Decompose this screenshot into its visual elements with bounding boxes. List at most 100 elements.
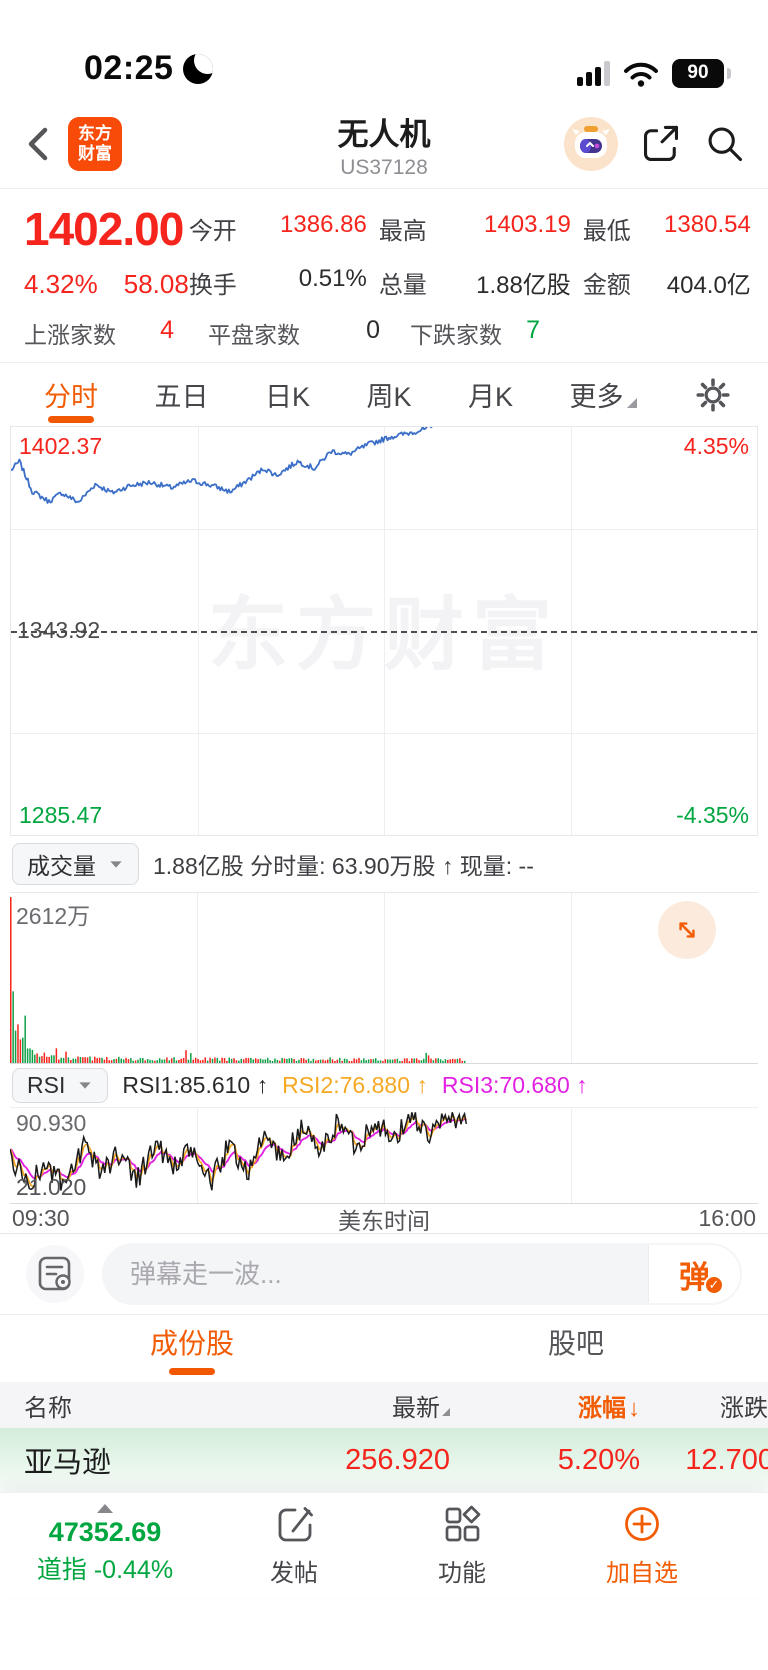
features-grid-icon: [445, 1505, 481, 1542]
axis-timezone: 美东时间: [338, 1207, 430, 1234]
field-label: 最低: [582, 218, 631, 245]
column-change-percent[interactable]: 涨幅 ↓: [578, 1394, 640, 1422]
change-percent: 4.32%: [24, 269, 98, 300]
danmaku-input-pill: 弹 ✓: [102, 1243, 742, 1306]
intraday-price-chart[interactable]: 东方财富 1402.37 4.35% 1343.92 1285.47 -4.35…: [10, 426, 758, 837]
stock-change: 12.700: [685, 1443, 768, 1476]
comment-settings-icon: [38, 1256, 71, 1291]
volume-bars-svg: [10, 897, 466, 1064]
decliners-count: 7: [526, 316, 540, 345]
advancers-count: 4: [160, 316, 174, 345]
field-value: 404.0亿: [666, 271, 751, 299]
app-header: 东方 财富 无人机 US37128: [0, 100, 768, 188]
danmaku-check-badge: ✓: [704, 1275, 724, 1296]
column-change[interactable]: 涨跌: [720, 1394, 768, 1422]
tab-forum[interactable]: 股吧: [547, 1328, 604, 1360]
volume-chart[interactable]: 2612万: [10, 892, 758, 1065]
field-value: 1403.19: [484, 211, 571, 238]
volume-max-label: 2612万: [16, 903, 91, 930]
back-chevron-icon: [28, 127, 48, 161]
sort-triangle-icon: [442, 1407, 450, 1416]
chart-max-price: 1402.37: [19, 433, 103, 460]
field-value: 1.88亿股: [476, 271, 571, 299]
search-icon[interactable]: [704, 123, 746, 165]
back-button[interactable]: [22, 120, 62, 168]
danmaku-input[interactable]: [102, 1243, 648, 1306]
post-button[interactable]: 发帖: [270, 1502, 318, 1588]
quote-fields: 今开 1386.86 最高 1403.19 最低 1380.54 换手 0.51% 总量…: [189, 205, 751, 300]
post-edit-icon: [278, 1506, 313, 1542]
tab-more[interactable]: 更多: [569, 363, 638, 427]
axis-start-time: 09:30: [12, 1205, 70, 1232]
flat-count: 0: [366, 316, 380, 345]
danmaku-bar: 弹 ✓: [0, 1234, 768, 1314]
content-tabs: 成份股 股吧: [0, 1314, 768, 1382]
previous-close-line: [11, 631, 757, 634]
dow-value: 47352.69: [48, 1516, 162, 1547]
chart-min-price: 1285.47: [19, 802, 103, 829]
moon-icon: [183, 53, 214, 84]
rsi-chart[interactable]: 90.930 21.020: [10, 1107, 758, 1205]
send-danmaku-button[interactable]: 弹 ✓: [648, 1245, 740, 1304]
advancers-decliners-row: 上涨家数 4 平盘家数 0 下跌家数 7: [24, 316, 540, 349]
field-value: 1386.86: [280, 211, 367, 238]
price-line-svg: [11, 427, 433, 505]
expand-arrows-icon: [679, 922, 695, 938]
rsi-indicator-selector[interactable]: RSI: [12, 1068, 109, 1104]
volume-indicator-selector[interactable]: 成交量: [12, 843, 139, 886]
dow-index-widget[interactable]: 47352.69 道指 -0.44%: [0, 1503, 210, 1586]
volume-summary: 1.88亿股 分时量: 63.90万股 ↑ 现量: --: [153, 853, 534, 880]
dropdown-caret-icon: [110, 861, 122, 868]
dow-label: 道指 -0.44%: [36, 1555, 174, 1584]
field-label: 最高: [378, 218, 427, 245]
volume-header: 成交量 1.88亿股 分时量: 63.90万股 ↑ 现量: --: [0, 836, 768, 892]
watermark: 东方财富: [208, 590, 560, 680]
axis-end-time: 16:00: [698, 1205, 756, 1232]
add-watchlist-plus-icon: [625, 1506, 659, 1541]
last-price: 1402.00: [24, 203, 184, 255]
rsi1-value: RSI1:85.610 ↑: [122, 1072, 269, 1099]
table-row[interactable]: 亚马逊 256.920 5.20% 12.700: [0, 1428, 768, 1493]
column-name[interactable]: 名称: [24, 1394, 72, 1422]
field-label: 金额: [582, 271, 631, 299]
field-value: 1380.54: [664, 211, 751, 238]
ai-assistant-avatar[interactable]: [564, 117, 618, 171]
stock-name: 亚马逊: [24, 1447, 112, 1480]
chart-max-percent: 4.35%: [683, 433, 749, 460]
rsi-header: RSI RSI1:85.610 ↑ RSI2:76.880 ↑ RSI3:70.…: [0, 1064, 768, 1107]
eastmoney-logo[interactable]: 东方 财富: [68, 117, 122, 171]
field-label: 总量: [378, 271, 427, 299]
chart-settings-gear-icon[interactable]: [694, 376, 732, 414]
cellular-signal-icon: [577, 60, 610, 86]
expand-fullscreen-button[interactable]: [658, 901, 716, 960]
chart-mid-price: 1343.92: [17, 617, 101, 644]
tab-5day[interactable]: 五日: [154, 382, 209, 413]
change-absolute: 58.08: [123, 269, 189, 300]
status-bar: 02:25 90: [0, 0, 768, 100]
quote-panel: 1402.00 4.32% 58.08 今开 1386.86 最高 1403.19 …: [0, 188, 768, 300]
features-button[interactable]: 功能: [438, 1502, 486, 1588]
tab-weekly-k[interactable]: 周K: [366, 382, 412, 413]
column-last[interactable]: 最新: [250, 1388, 450, 1423]
chart-min-percent: -4.35%: [676, 802, 749, 829]
share-icon[interactable]: [640, 123, 682, 165]
constituents-table-header: 名称 最新 涨幅 ↓ 涨跌: [0, 1382, 768, 1429]
battery-icon: 90: [672, 58, 731, 88]
robot-icon: [564, 117, 618, 171]
add-watchlist-button[interactable]: 加自选: [606, 1502, 678, 1588]
comment-list-button[interactable]: [26, 1245, 84, 1304]
chart-period-tabs: 分时 五日 日K 周K 月K 更多: [0, 362, 768, 426]
rsi2-value: RSI2:76.880 ↑: [282, 1072, 428, 1099]
tab-monthly-k[interactable]: 月K: [467, 382, 513, 413]
rsi-lines-svg: [10, 1111, 468, 1191]
time-axis: 09:30 美东时间 16:00: [0, 1204, 768, 1235]
tab-daily-k[interactable]: 日K: [264, 382, 310, 413]
field-label: 换手: [188, 271, 237, 299]
rsi-max-label: 90.930: [16, 1110, 87, 1137]
corner-triangle-icon: [627, 397, 638, 408]
dropdown-caret-icon: [79, 1082, 91, 1089]
tab-intraday[interactable]: 分时: [44, 363, 98, 427]
collapse-triangle-icon: [97, 1503, 113, 1513]
rsi3-value: RSI3:70.680 ↑: [441, 1072, 588, 1099]
tab-constituents[interactable]: 成份股: [0, 1315, 384, 1382]
